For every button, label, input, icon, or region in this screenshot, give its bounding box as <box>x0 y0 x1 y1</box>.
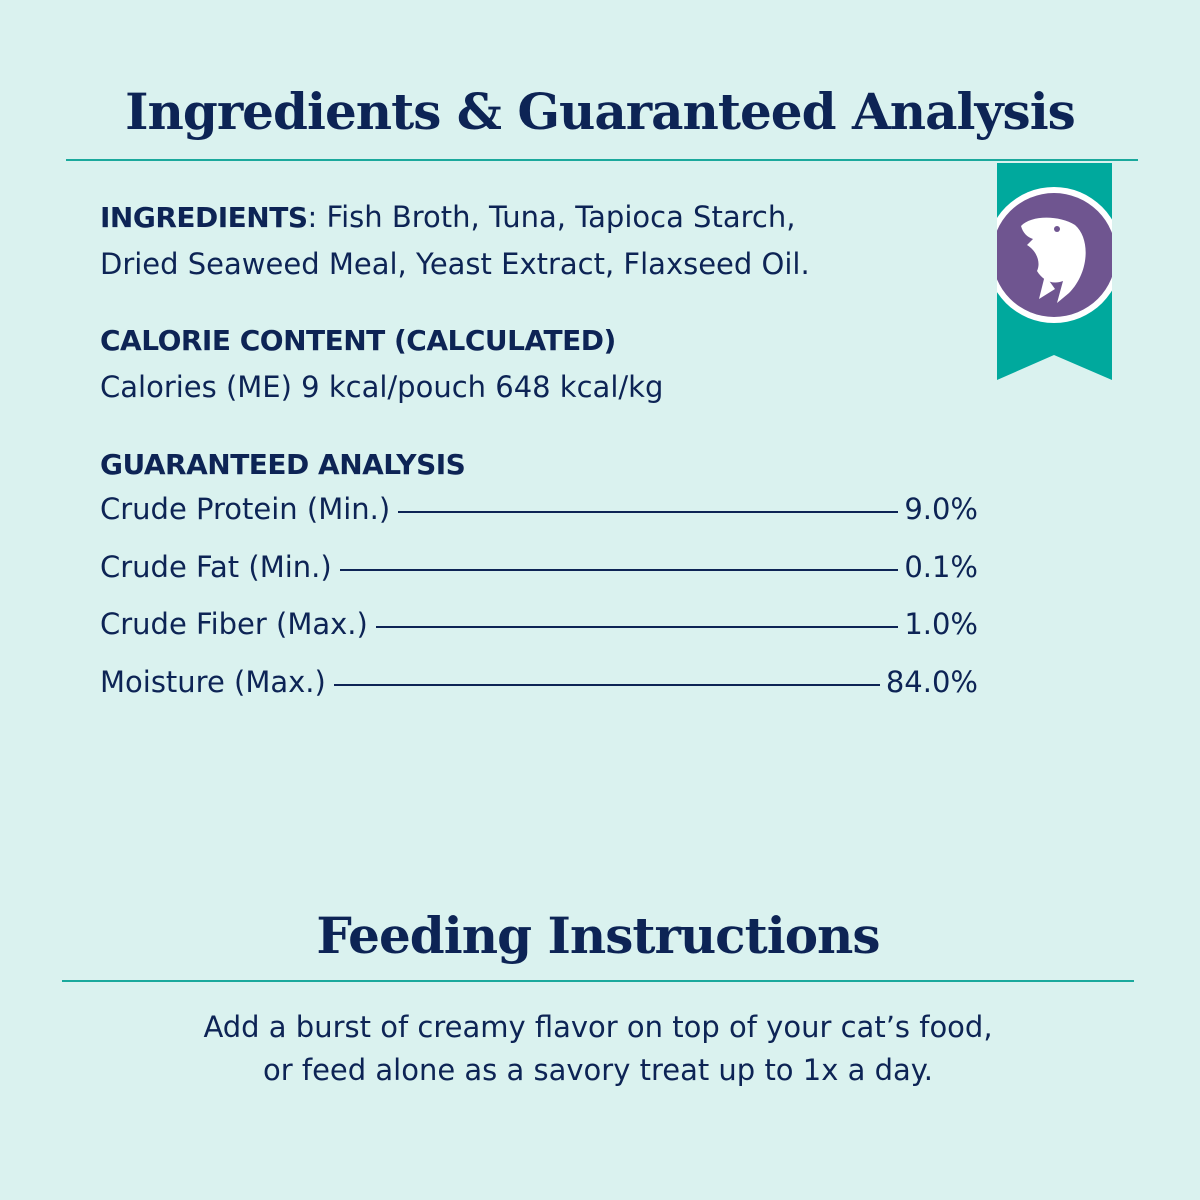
ingredients-label: INGREDIENTS <box>100 201 308 234</box>
feeding-line1: Add a burst of creamy flavor on top of y… <box>203 1010 993 1044</box>
analysis-name: Crude Fiber (Max.) <box>100 607 368 641</box>
calorie-label: CALORIE CONTENT (CALCULATED) <box>100 324 616 357</box>
analysis-value: 9.0% <box>904 492 978 526</box>
analysis-row: Moisture (Max.) 84.0% <box>100 665 978 699</box>
title-divider <box>66 159 1138 161</box>
feeding-text: Add a burst of creamy flavor on top of y… <box>0 1006 1196 1092</box>
ingredients-text: INGREDIENTS: Fish Broth, Tuna, Tapioca S… <box>100 194 810 287</box>
ribbon-icon <box>986 163 1122 380</box>
analysis-name: Crude Protein (Min.) <box>100 492 391 526</box>
analysis-value: 0.1% <box>904 550 978 584</box>
analysis-row: Crude Fat (Min.) 0.1% <box>100 550 978 584</box>
leader-line <box>375 626 899 628</box>
leader-line <box>398 511 899 513</box>
analysis-value: 84.0% <box>885 665 978 699</box>
page-title: Ingredients & Guaranteed Analysis <box>125 82 1076 141</box>
analysis-row: Crude Fiber (Max.) 1.0% <box>100 607 978 641</box>
ingredients-line2: Dried Seaweed Meal, Yeast Extract, Flaxs… <box>100 247 810 281</box>
analysis-name: Moisture (Max.) <box>100 665 326 699</box>
analysis-row: Crude Protein (Min.) 9.0% <box>100 492 978 526</box>
feeding-line2: or feed alone as a savory treat up to 1x… <box>262 1053 934 1087</box>
analysis-name: Crude Fat (Min.) <box>100 550 332 584</box>
ingredients-line1: : Fish Broth, Tuna, Tapioca Starch, <box>307 200 796 234</box>
analysis-value: 1.0% <box>904 607 978 641</box>
analysis-label: GUARANTEED ANALYSIS <box>100 448 466 481</box>
fish-icon <box>1021 217 1086 303</box>
leader-line <box>339 569 899 571</box>
feeding-title: Feeding Instructions <box>316 906 880 965</box>
leader-line <box>333 684 880 686</box>
calorie-value: Calories (ME) 9 kcal/pouch 648 kcal/kg <box>100 370 664 404</box>
ribbon-badge <box>986 163 1122 381</box>
feeding-divider <box>62 980 1134 982</box>
